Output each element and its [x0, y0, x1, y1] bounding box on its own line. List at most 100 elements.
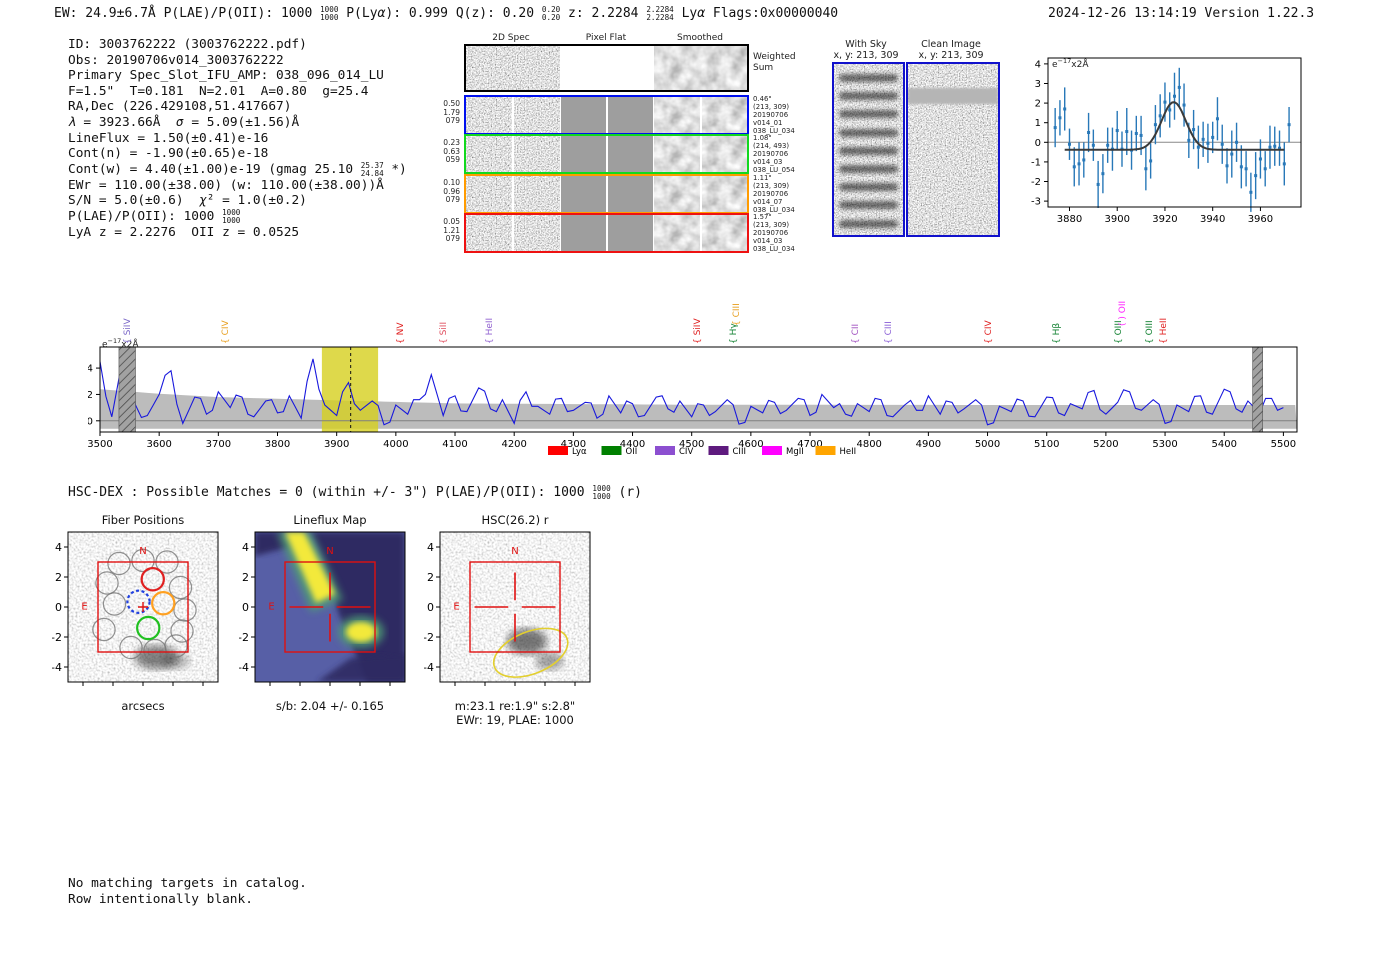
info-line-9-frac-upper: 25.37	[360, 160, 384, 170]
x-tick-label: 5100	[1034, 439, 1059, 450]
fiber-circle-weighted	[126, 589, 151, 614]
hsc-image-panel: -4-4-2-2002244NE	[424, 531, 591, 686]
data-point	[1067, 142, 1071, 146]
data-point	[1125, 130, 1129, 134]
spectrum-line	[100, 352, 1284, 426]
y-tick-label: -4	[424, 661, 434, 674]
fiber-profile-band	[838, 219, 899, 228]
compass-east-label: E	[268, 601, 274, 612]
cutout-meta-line: (213, 309)	[753, 182, 790, 190]
info-line-7: LineFlux = 1.50(±0.41)e-16	[68, 131, 407, 147]
cutout-row: 0.05 1.21 079 1.57" (213, 309) 20190706 v014_0…	[443, 213, 795, 253]
fiber-circle-other	[95, 571, 119, 595]
header-italic: α	[377, 6, 386, 21]
clean-image-coords: x, y: 213, 309	[918, 50, 984, 61]
weighted-sum-label-line: Sum	[753, 62, 774, 73]
compass-east-label: E	[81, 601, 87, 612]
galaxy-blob-2	[535, 652, 564, 670]
data-point	[1187, 138, 1191, 142]
fiber-profile-band	[838, 165, 899, 173]
emission-label-CIV: { CIV	[984, 320, 995, 344]
hsc-image-pixels	[440, 532, 590, 682]
header-text: Ly	[673, 6, 698, 21]
x-tick-label: 4900	[916, 439, 941, 450]
cutout-smoothed-image	[654, 46, 747, 90]
extraction-box	[97, 561, 189, 653]
y-tick-label: 0	[427, 601, 434, 614]
y-tick-label: -2	[424, 631, 434, 644]
x-tick-label: 4600	[738, 439, 763, 450]
cutout-row: 0.10 0.96 079 1.11" (213, 309) 20190706 v014_0…	[443, 174, 795, 214]
cutout-meta-line: (214, 493)	[753, 142, 790, 150]
legend-label-HeII: HeII	[840, 447, 857, 457]
info-line-4: F=1.5" T=0.181 N=2.01 A=0.80 g=25.4	[68, 84, 407, 100]
legend-label-MgII: MgII	[786, 447, 804, 457]
data-point	[1134, 131, 1138, 135]
info-line-6: λ = 3923.66Å σ = 5.09(±1.56)Å	[68, 115, 407, 131]
report-timestamp-version: 2024-12-26 13:14:19 Version 1.22.3	[1048, 6, 1315, 21]
cutout-meta-line: 038_LU_034	[753, 245, 795, 253]
emission-position-marker	[700, 136, 702, 172]
cutout-weight-value: 0.05	[443, 217, 460, 226]
header-frac-lower: 1000	[320, 13, 339, 22]
hsc-dex-text: HSC-DEX : Possible Matches = 0 (within +…	[68, 485, 593, 500]
header-text: z: 2.2284	[560, 6, 647, 21]
x-tick-label: 3900	[1104, 214, 1129, 225]
header-italic: α	[697, 6, 706, 21]
hsc-dex-text: (r)	[610, 485, 643, 500]
annot-prefix: e	[102, 340, 108, 350]
info-line-2-text: Obs: 20190706v014_3003762222	[68, 52, 284, 68]
emission-position-marker	[700, 215, 702, 251]
info-line-9: Cont(w) = 4.40(±1.00)e-19 (gmag 25.10 25…	[68, 162, 407, 178]
info-line-6-text: = 3923.66Å	[75, 114, 176, 130]
header-frac-upper: 1000	[320, 5, 339, 15]
info-line-5: RA,Dec (226.429108,51.417667)	[68, 99, 407, 115]
cutout-weight-value: 0.10	[443, 178, 460, 187]
fiber-circle-other	[168, 575, 193, 600]
fiber-profile-band	[838, 146, 899, 155]
info-line-3: Primary Spec_Slot_IFU_AMP: 038_096_014_L…	[68, 68, 407, 84]
galaxy-blob-2	[162, 653, 190, 669]
cutout-row-meta: 1.08" (214, 493) 20190706 v014_03 038_LU_054	[753, 134, 795, 174]
col-header-pixelflat: Pixel Flat	[585, 33, 627, 43]
with-sky-coords: x, y: 213, 309	[833, 50, 899, 61]
emission-position-marker	[606, 215, 608, 251]
header-frac-upper: 0.20	[541, 5, 561, 15]
emission-position-marker	[700, 176, 702, 212]
x-tick-label: 4200	[501, 439, 526, 450]
cutout-row: 0.23 0.63 059 1.08" (214, 493) 20190706 v014_0…	[443, 134, 795, 174]
cutout-meta-line: 038_LU_034	[753, 206, 795, 214]
emission-position-marker	[606, 97, 608, 133]
emission-label-SiII: { SiII	[439, 321, 450, 344]
data-point	[1115, 129, 1119, 133]
header-stacked-fraction: 1000 1000	[320, 6, 338, 22]
data-point	[1087, 131, 1091, 134]
x-tick-label: 5200	[1093, 439, 1118, 450]
info-line-9-text: Cont(w) = 4.40(±1.00)e-19 (gmag 25.10	[68, 161, 361, 177]
info-line-8-text: Cont(n) = -1.90(±0.65)e-18	[68, 146, 269, 162]
cutout-weight-value: 1.21	[443, 225, 460, 235]
data-point	[1168, 108, 1172, 112]
data-point	[1201, 137, 1205, 141]
hsc-dex-frac-lower: 1000	[592, 492, 611, 501]
fiber-profile-band	[838, 92, 899, 101]
fiber-circle-other	[119, 635, 143, 660]
annot-prefix: e	[1052, 60, 1058, 70]
panel-content	[68, 532, 218, 682]
footer-note-2: Row intentionally blank.	[68, 892, 253, 907]
y-tick-label: 0	[1035, 138, 1041, 149]
y-tick-label: 2	[242, 571, 249, 584]
catalog-ellipse	[492, 627, 569, 678]
cutout-row-weights: 0.50 1.79 079	[416, 99, 460, 126]
cutout-weight-value: 0.63	[443, 146, 460, 156]
y-tick-label: 1	[1035, 118, 1041, 129]
cutout-row-meta: 1.11" (213, 309) 20190706 v014_07 038_LU_034	[753, 174, 795, 214]
legend-swatch-MgII	[762, 446, 782, 455]
fiber-circle-other	[164, 634, 188, 658]
data-point	[1177, 85, 1181, 89]
fiber-circle-weighted	[151, 591, 176, 616]
info-line-13: LyA z = 2.2276 OII z = 0.0525	[68, 225, 407, 241]
x-tick-label: 5000	[975, 439, 1000, 450]
legend-label-CIV: CIV	[679, 447, 693, 457]
data-point	[1173, 94, 1176, 98]
